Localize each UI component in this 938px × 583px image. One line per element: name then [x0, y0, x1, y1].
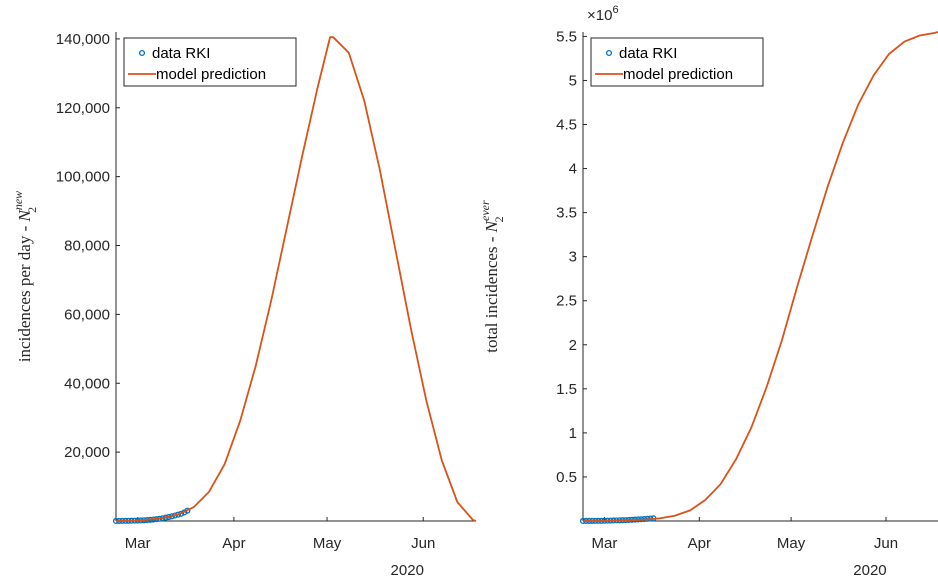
y-tick-label: 100,000 — [56, 169, 110, 186]
y-tick-label: 80,000 — [64, 238, 110, 255]
y-tick-label: 4 — [569, 161, 577, 178]
y-axis-label-text: incidences per day - — [15, 222, 34, 363]
y-axis-label: total incidences - Never2 — [478, 200, 506, 353]
x-tick-label: Jun — [874, 535, 898, 552]
legend-entry: data RKI — [152, 45, 210, 62]
legend-swatch-marker — [138, 49, 146, 57]
legend-box — [590, 37, 764, 87]
legend-box — [123, 37, 297, 87]
chart-total-incidences: 0.5 1 1.5 2 2.5 3 3.5 4 4.5 5 5.5 Mar Apr May Jun 2020 ×… — [478, 4, 938, 579]
y-axis-label-superscript: ever — [478, 200, 492, 221]
y-tick-label: 3.5 — [556, 205, 577, 222]
exponent-base: ×10 — [587, 7, 612, 24]
series-line-model-prediction — [115, 36, 477, 522]
y-tick-label: 60,000 — [64, 306, 110, 323]
x-tick-label: Apr — [688, 535, 711, 552]
x-tick-label: Apr — [222, 535, 245, 552]
y-tick-label: 3 — [569, 249, 577, 266]
y-tick-label: 5 — [569, 72, 577, 89]
legend-swatch-marker — [605, 49, 613, 57]
x-tick-label: Jun — [411, 535, 435, 552]
x-tick-label: Mar — [592, 535, 618, 552]
y-tick-label: 1 — [569, 425, 577, 442]
y-tick-label: 4.5 — [556, 117, 577, 134]
y-tick-label: 2.5 — [556, 293, 577, 310]
y-tick-label: 120,000 — [56, 100, 110, 117]
y-tick-label: 140,000 — [56, 31, 110, 48]
exponent-power: 6 — [612, 4, 618, 16]
x-tick-label: May — [777, 535, 806, 552]
legend-entry: data RKI — [619, 45, 677, 62]
year-label: 2020 — [391, 562, 424, 579]
legend-entry: model prediction — [156, 66, 266, 83]
y-tick-label: 5.5 — [556, 28, 577, 45]
y-tick-label: 2 — [569, 337, 577, 354]
legend-entry: model prediction — [623, 66, 733, 83]
x-tick-label: Mar — [125, 535, 151, 552]
x-tick-label: May — [313, 535, 342, 552]
y-axis-label-symbol: N — [482, 219, 501, 233]
series-line-model-prediction — [582, 31, 938, 522]
y-tick-label: 1.5 — [556, 381, 577, 398]
exponent-label: ×106 — [587, 4, 619, 24]
y-axis-label-superscript: new — [11, 191, 25, 210]
y-axis-label: incidences per day - Nnew2 — [11, 191, 39, 362]
y-tick-label: 40,000 — [64, 375, 110, 392]
y-axis-label-symbol: N — [15, 209, 34, 223]
y-tick-label: 0.5 — [556, 469, 577, 486]
y-axis-label-subscript: 2 — [492, 216, 506, 222]
y-axis-label-subscript: 2 — [25, 207, 39, 213]
year-label: 2020 — [853, 562, 886, 579]
chart-incidences-per-day: 20,000 40,000 60,000 80,000 100,000 120,000 14… — [11, 31, 477, 579]
y-axis-label-text: total incidences - — [482, 232, 501, 352]
y-tick-label: 20,000 — [64, 444, 110, 461]
